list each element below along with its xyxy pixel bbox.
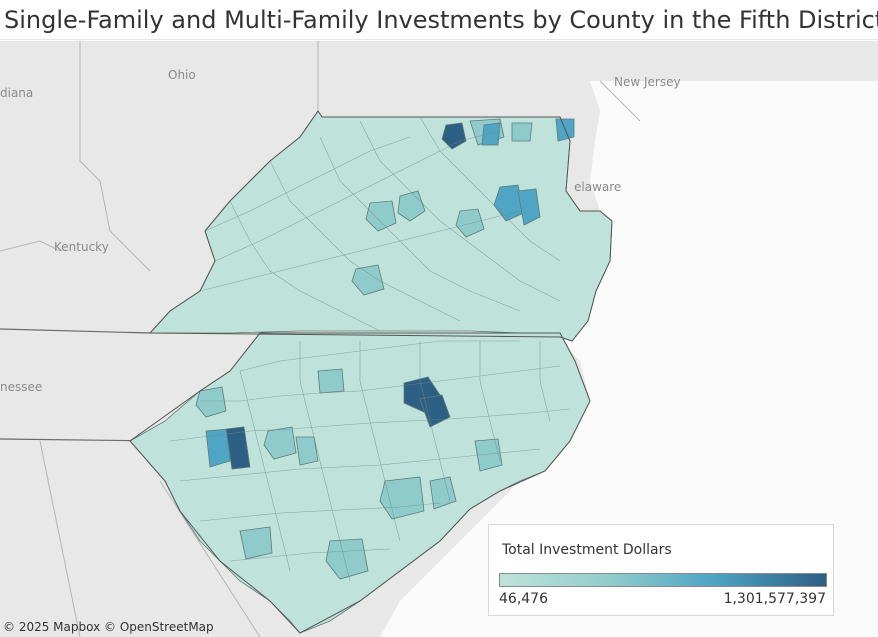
county-mid[interactable]	[379, 476, 425, 520]
choropleth-map[interactable]: Ohio diana Kentucky nessee New Jersey el…	[0, 41, 878, 637]
legend-max-label: 1,301,577,397	[723, 591, 826, 607]
county-mid[interactable]	[195, 386, 227, 418]
county-mid[interactable]	[365, 200, 397, 232]
map-attribution[interactable]: © 2025 Mapbox © OpenStreetMap	[3, 620, 214, 634]
county-high[interactable]	[205, 428, 231, 468]
county-mid[interactable]	[429, 476, 457, 510]
label-indiana: diana	[0, 86, 33, 100]
color-legend: Total Investment Dollars 46,476 1,301,57…	[488, 524, 834, 616]
county-mid[interactable]	[511, 122, 533, 142]
county-mid[interactable]	[455, 208, 485, 238]
atlantic-ocean	[380, 81, 878, 637]
label-tennessee: nessee	[0, 380, 42, 394]
county-borders	[169, 116, 571, 582]
neighbor-state-borders	[0, 41, 641, 637]
county-mid[interactable]	[351, 264, 385, 296]
map-title: Single-Family and Multi-Family Investmen…	[0, 0, 878, 40]
label-ohio: Ohio	[168, 68, 196, 82]
county-max[interactable]	[225, 426, 251, 470]
county-mid[interactable]	[239, 526, 273, 560]
legend-title: Total Investment Dollars	[502, 542, 672, 558]
label-kentucky: Kentucky	[54, 240, 109, 254]
legend-min-label: 46,476	[499, 591, 548, 607]
county-mid[interactable]	[325, 538, 369, 580]
county-mid[interactable]	[317, 368, 345, 394]
county-mid[interactable]	[263, 426, 297, 460]
county-mid[interactable]	[474, 438, 503, 472]
label-delaware: elaware	[574, 180, 621, 194]
county-high[interactable]	[481, 122, 501, 146]
county-high[interactable]	[517, 188, 541, 226]
district-outline	[129, 110, 613, 634]
county-max[interactable]	[441, 122, 467, 150]
legend-color-ramp	[499, 573, 827, 587]
fifth-district-counties[interactable]	[129, 110, 613, 634]
county-mid[interactable]	[295, 436, 319, 466]
county-mid[interactable]	[397, 190, 426, 222]
county-max[interactable]	[419, 394, 451, 428]
label-new-jersey: New Jersey	[614, 75, 681, 89]
